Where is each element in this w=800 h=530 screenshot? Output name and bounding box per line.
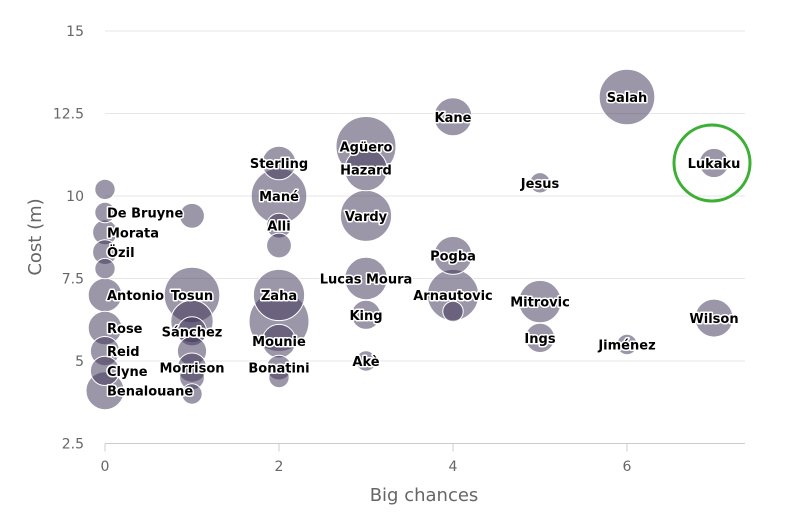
x-tick-label: 6 bbox=[623, 459, 632, 475]
bubble-label: King bbox=[349, 309, 382, 324]
bubble[interactable] bbox=[524, 322, 556, 353]
bubble-label: Wilson bbox=[689, 312, 738, 327]
bubble-label: Clyne bbox=[107, 365, 148, 380]
bubble-label: Reid bbox=[107, 345, 140, 360]
bubble-label: Hazard bbox=[340, 164, 392, 179]
bubble[interactable] bbox=[94, 178, 116, 201]
bubble[interactable] bbox=[268, 366, 290, 389]
bubble-label: Ings bbox=[524, 332, 555, 347]
bubble-label: Mané bbox=[259, 190, 299, 205]
bubble-label: Mitrovic bbox=[510, 296, 570, 311]
y-tick-label: 15 bbox=[66, 24, 84, 40]
bubble[interactable] bbox=[179, 202, 205, 229]
bubble[interactable] bbox=[181, 383, 203, 405]
bubble[interactable] bbox=[94, 201, 116, 224]
bubble[interactable] bbox=[433, 97, 473, 137]
bubble[interactable] bbox=[598, 68, 656, 126]
x-tick-label: 0 bbox=[101, 459, 110, 475]
bubble-label: Arnautovic bbox=[413, 289, 493, 304]
y-tick-label: 5 bbox=[75, 354, 84, 370]
bubble-label: Sterling bbox=[250, 157, 308, 172]
x-tick-label: 4 bbox=[449, 459, 458, 475]
bubble[interactable] bbox=[89, 355, 121, 386]
bubble-label: Lukaku bbox=[688, 157, 741, 172]
bubble-label: Rose bbox=[107, 322, 143, 337]
bubble-label: Özil bbox=[107, 245, 135, 261]
bubble-label: Agüero bbox=[340, 141, 393, 156]
x-tick-label: 2 bbox=[275, 459, 284, 475]
bubble-label: Bonatini bbox=[248, 362, 309, 377]
bubbles bbox=[85, 68, 734, 411]
bubble-label: Benalouane bbox=[107, 385, 193, 400]
y-tick-label: 10 bbox=[66, 189, 84, 205]
y-axis: 2.5 5 7.5 10 12.5 15 bbox=[53, 24, 84, 453]
bubble-label: Morrison bbox=[159, 362, 224, 377]
bubble[interactable] bbox=[355, 350, 377, 372]
bubble[interactable] bbox=[529, 172, 551, 194]
bubble[interactable] bbox=[433, 235, 473, 275]
y-tick-label: 2.5 bbox=[62, 437, 84, 453]
y-tick-label: 12.5 bbox=[53, 107, 84, 123]
x-axis-title: Big chances bbox=[370, 485, 479, 506]
bubble-label: Sánchez bbox=[162, 325, 223, 340]
bubble[interactable] bbox=[616, 333, 638, 356]
bubble[interactable] bbox=[252, 268, 306, 322]
bubble-label: Alli bbox=[267, 220, 290, 235]
bubble[interactable] bbox=[518, 279, 562, 324]
bubble[interactable] bbox=[344, 147, 388, 192]
bubble[interactable] bbox=[344, 256, 388, 301]
highlight-ring bbox=[672, 123, 752, 203]
x-axis: 0 2 4 6 bbox=[101, 443, 632, 475]
y-tick-label: 7.5 bbox=[62, 272, 84, 288]
bubble-label: Lucas Moura bbox=[320, 273, 413, 288]
bubble-label: De Bruyne bbox=[107, 207, 183, 222]
bubble-label: Jiménez bbox=[597, 339, 655, 354]
bubble[interactable] bbox=[442, 300, 464, 323]
bubble-label: Jesus bbox=[520, 177, 560, 192]
bubble-label: Tosun bbox=[171, 289, 213, 304]
bubble-label: Kane bbox=[435, 111, 472, 126]
bubble-label: Zaha bbox=[261, 289, 297, 304]
bubble[interactable] bbox=[94, 257, 116, 280]
bubble-label: Vardy bbox=[345, 210, 388, 225]
bubble-label: Mounie bbox=[252, 335, 306, 350]
bubble-label: Antonio bbox=[107, 289, 164, 304]
bubble-labels: Salah Kane Agüero Hazard Sterling Lukaku Jesus… bbox=[106, 90, 742, 402]
bubble[interactable] bbox=[694, 298, 734, 338]
bubble[interactable] bbox=[266, 232, 292, 259]
bubble[interactable] bbox=[698, 147, 730, 179]
bubble-label: Akè bbox=[352, 355, 379, 370]
bubble-label: Morata bbox=[107, 226, 159, 241]
bubble-label: Salah bbox=[607, 91, 648, 106]
bubble[interactable] bbox=[350, 299, 382, 330]
y-axis-title: Cost (m) bbox=[25, 198, 46, 275]
bubble-label: Pogba bbox=[430, 249, 476, 264]
bubble[interactable] bbox=[261, 145, 297, 181]
